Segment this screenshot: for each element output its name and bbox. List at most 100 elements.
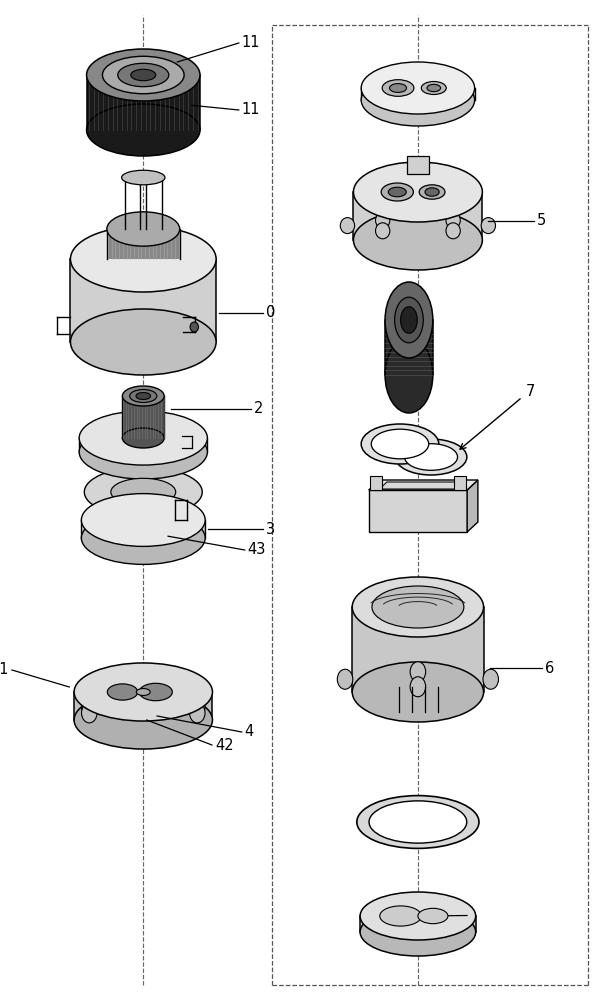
- Ellipse shape: [418, 908, 448, 924]
- Ellipse shape: [372, 586, 464, 628]
- Ellipse shape: [104, 240, 183, 278]
- Ellipse shape: [373, 67, 463, 109]
- Ellipse shape: [382, 80, 414, 96]
- Text: 11: 11: [242, 35, 260, 50]
- Ellipse shape: [369, 801, 467, 843]
- Polygon shape: [385, 320, 433, 375]
- Ellipse shape: [401, 307, 417, 333]
- Bar: [370, 476, 382, 490]
- Ellipse shape: [360, 908, 476, 956]
- Ellipse shape: [81, 494, 205, 546]
- Ellipse shape: [427, 84, 441, 92]
- Polygon shape: [81, 520, 205, 538]
- Ellipse shape: [381, 183, 413, 201]
- Ellipse shape: [361, 74, 475, 126]
- Ellipse shape: [139, 683, 173, 701]
- Text: 7: 7: [525, 384, 535, 399]
- Ellipse shape: [360, 892, 476, 940]
- Ellipse shape: [446, 223, 460, 239]
- Ellipse shape: [131, 69, 156, 81]
- Polygon shape: [87, 75, 200, 130]
- Ellipse shape: [130, 389, 157, 402]
- Ellipse shape: [110, 422, 177, 454]
- Text: 11: 11: [242, 103, 260, 117]
- Polygon shape: [122, 396, 164, 438]
- Ellipse shape: [79, 411, 207, 465]
- Ellipse shape: [70, 226, 216, 292]
- Polygon shape: [74, 692, 213, 720]
- Ellipse shape: [107, 684, 138, 700]
- Ellipse shape: [360, 581, 476, 633]
- Ellipse shape: [103, 56, 184, 94]
- Ellipse shape: [189, 697, 205, 717]
- Polygon shape: [360, 916, 476, 932]
- Text: 4: 4: [245, 724, 254, 740]
- Ellipse shape: [111, 478, 176, 506]
- Ellipse shape: [70, 309, 216, 375]
- Ellipse shape: [189, 703, 205, 723]
- Polygon shape: [352, 607, 484, 692]
- Polygon shape: [380, 482, 464, 489]
- Polygon shape: [467, 480, 478, 532]
- Ellipse shape: [353, 210, 482, 270]
- Ellipse shape: [79, 425, 207, 479]
- Text: 3: 3: [266, 521, 275, 536]
- Ellipse shape: [376, 223, 390, 239]
- Ellipse shape: [122, 386, 164, 406]
- Ellipse shape: [357, 796, 479, 848]
- Ellipse shape: [410, 662, 426, 682]
- Ellipse shape: [371, 429, 429, 459]
- Ellipse shape: [367, 168, 469, 216]
- Ellipse shape: [81, 512, 205, 564]
- Ellipse shape: [90, 669, 197, 715]
- Ellipse shape: [122, 170, 165, 185]
- Ellipse shape: [190, 322, 198, 332]
- Polygon shape: [368, 490, 467, 532]
- Ellipse shape: [87, 104, 200, 156]
- Ellipse shape: [419, 185, 445, 199]
- Ellipse shape: [389, 84, 407, 92]
- Ellipse shape: [385, 282, 433, 358]
- Ellipse shape: [395, 439, 467, 475]
- Ellipse shape: [385, 337, 433, 413]
- Text: 41: 41: [0, 662, 9, 678]
- Polygon shape: [353, 192, 482, 240]
- Ellipse shape: [405, 444, 457, 470]
- Text: 5: 5: [537, 213, 546, 228]
- Polygon shape: [107, 229, 180, 259]
- Ellipse shape: [74, 691, 213, 749]
- Ellipse shape: [74, 663, 213, 721]
- Ellipse shape: [337, 669, 353, 689]
- Text: 42: 42: [215, 738, 233, 752]
- Ellipse shape: [376, 212, 390, 228]
- Ellipse shape: [481, 218, 496, 234]
- Ellipse shape: [446, 212, 460, 228]
- Ellipse shape: [87, 49, 200, 101]
- Ellipse shape: [353, 162, 482, 222]
- Bar: [407, 156, 429, 174]
- Bar: [454, 476, 466, 490]
- Ellipse shape: [421, 82, 446, 95]
- Polygon shape: [368, 480, 478, 490]
- Ellipse shape: [395, 297, 423, 343]
- Ellipse shape: [107, 212, 180, 246]
- Ellipse shape: [352, 662, 484, 722]
- Ellipse shape: [82, 697, 97, 717]
- Ellipse shape: [425, 188, 439, 196]
- Polygon shape: [70, 259, 216, 342]
- Polygon shape: [361, 88, 475, 100]
- Text: 43: 43: [248, 542, 266, 558]
- Ellipse shape: [483, 669, 498, 689]
- Ellipse shape: [122, 428, 164, 448]
- Ellipse shape: [84, 467, 202, 517]
- Ellipse shape: [136, 392, 150, 399]
- Text: 0: 0: [266, 305, 275, 320]
- Ellipse shape: [388, 187, 407, 197]
- Ellipse shape: [352, 577, 484, 637]
- Text: 2: 2: [254, 401, 263, 416]
- Text: 6: 6: [545, 661, 554, 676]
- Polygon shape: [79, 438, 207, 452]
- Ellipse shape: [361, 62, 475, 114]
- Ellipse shape: [118, 63, 169, 87]
- Ellipse shape: [136, 689, 150, 695]
